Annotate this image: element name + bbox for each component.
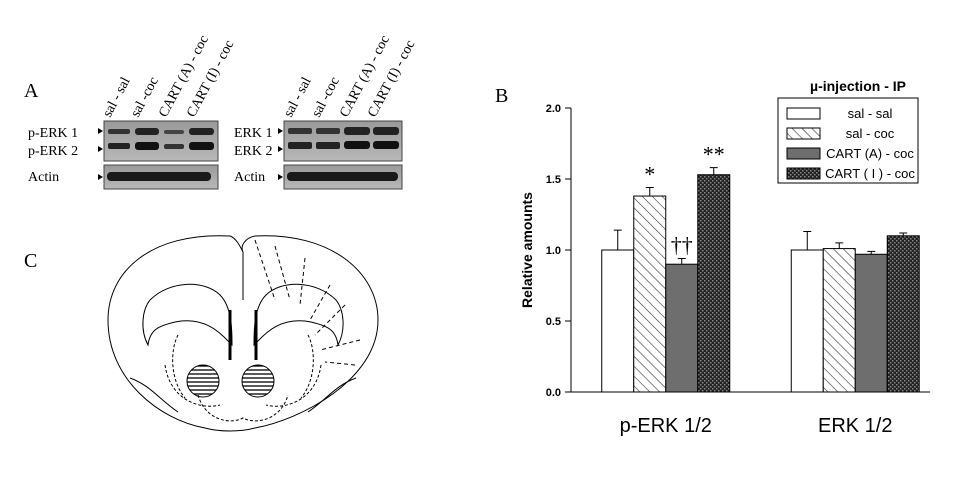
legend-swatch	[786, 147, 821, 160]
bar	[633, 195, 667, 393]
blot-left	[103, 120, 219, 190]
bar	[697, 174, 731, 393]
legend-swatch	[786, 127, 821, 140]
error-bar	[899, 232, 908, 236]
y-tick-label: 0.5	[546, 316, 561, 328]
legend-label: CART ( I ) - coc	[825, 166, 915, 181]
row-label: p-ERK 1	[28, 126, 78, 141]
y-tick-label: 0.0	[546, 387, 561, 399]
x-tick-label: ERK 1/2	[818, 415, 892, 437]
error-bar	[709, 167, 718, 175]
blot-right	[283, 120, 403, 190]
legend-label: CART (A) - coc	[826, 146, 914, 161]
bar	[601, 249, 635, 393]
legend-swatch	[786, 167, 821, 180]
legend-title: µ-injection - IP	[810, 78, 906, 94]
row-label: ERK 2	[234, 144, 273, 159]
legend-label: sal - coc	[846, 126, 895, 141]
row-arrow	[278, 174, 283, 180]
row-arrow	[98, 146, 103, 152]
bar	[854, 253, 888, 393]
bar	[665, 263, 699, 393]
bar-chart: Relative amounts µ-injection - IP 0.0 0.5…	[519, 78, 930, 437]
legend-swatch	[786, 107, 821, 120]
panel-label: A	[24, 80, 39, 102]
bar	[822, 248, 856, 393]
bar	[790, 249, 824, 393]
legend-label: sal - sal	[848, 106, 893, 121]
error-bar	[803, 231, 812, 250]
row-label: Actin	[28, 170, 59, 185]
significance-marker: **	[703, 142, 725, 167]
significance-marker: *	[644, 162, 655, 187]
error-bar	[645, 187, 654, 197]
row-arrow	[278, 146, 283, 152]
row-arrow	[98, 128, 103, 134]
error-bar	[613, 229, 622, 250]
x-tick-label: p-ERK 1/2	[620, 415, 712, 437]
error-bar	[867, 250, 876, 255]
row-label: p-ERK 2	[28, 144, 78, 159]
y-tick-label: 1.5	[546, 174, 561, 186]
panel-label: C	[24, 250, 37, 272]
row-arrow	[98, 174, 103, 180]
y-axis-label: Relative amounts	[519, 192, 535, 308]
row-label: ERK 1	[234, 126, 273, 141]
significance-marker: ††	[671, 233, 693, 258]
error-bar	[835, 242, 844, 249]
brain-diagram	[107, 235, 379, 432]
panel-label: B	[495, 85, 508, 107]
row-label: Actin	[234, 170, 265, 185]
row-arrow	[278, 128, 283, 134]
error-bar	[677, 258, 686, 265]
y-tick-label: 1.0	[546, 245, 561, 257]
y-tick-label: 2.0	[546, 103, 561, 115]
bar	[886, 235, 920, 393]
